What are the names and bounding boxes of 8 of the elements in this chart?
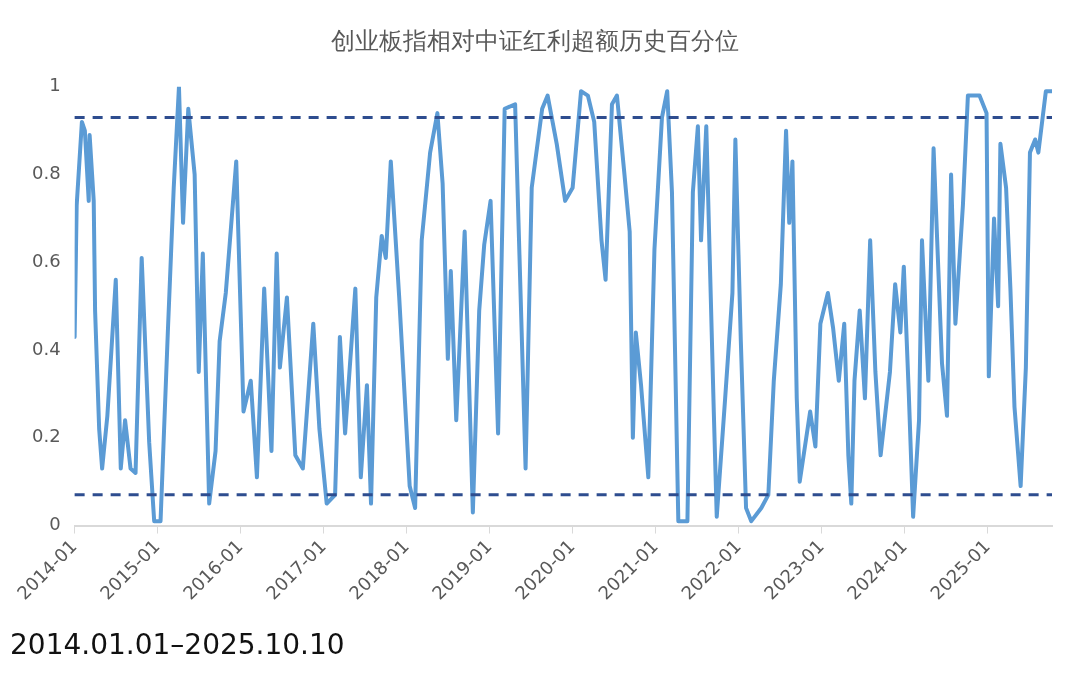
y-tick-label: 0.6 — [31, 249, 61, 271]
y-tick-label: 0.2 — [31, 425, 61, 447]
y-tick-label: 0 — [49, 513, 61, 535]
y-tick-label: 0.4 — [31, 337, 61, 359]
chart-title: 创业板指相对中证红利超额历史百分位 — [331, 26, 739, 55]
text: 2014.01.01–2025.10.10 — [10, 628, 346, 661]
y-tick-label: 1 — [49, 74, 61, 96]
y-tick-label: 0.8 — [31, 162, 61, 184]
